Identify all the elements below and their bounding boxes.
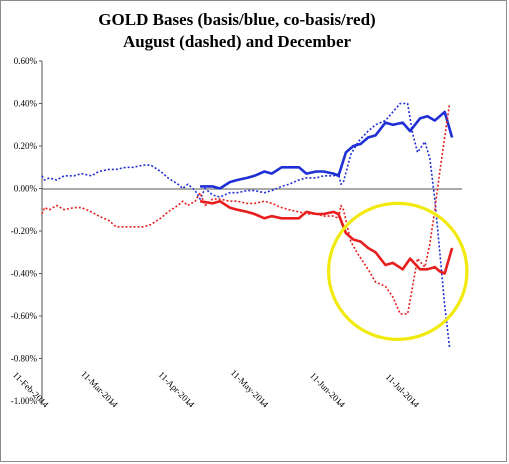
series-line-aug_basis [41, 102, 451, 348]
x-tick-label: 11-Mar-2014 [79, 369, 120, 410]
x-tick-label: 11-Jul-2014 [384, 372, 422, 410]
y-tick-label: 0.20% [14, 141, 38, 151]
x-axis-ticks: 11-Feb-2014 11-Mar-2014 11-Apr-2014 11-May-… [11, 368, 422, 410]
highlight-ellipse [326, 201, 469, 341]
y-tick-label: -0.80% [11, 354, 38, 364]
y-tick-label: 0.00% [14, 184, 38, 194]
y-tick-label: -1.00% [11, 396, 38, 406]
y-tick-label: 0.40% [14, 99, 38, 109]
y-tick-label: -0.20% [11, 226, 38, 236]
series-line-dec_basis [200, 110, 454, 190]
chart-title: GOLD Bases (basis/blue, co-basis/red) [98, 10, 375, 29]
x-tick-label: 11-Jun-2014 [308, 370, 347, 409]
series-line-dec_cobasis [199, 199, 454, 275]
series-layer [41, 102, 454, 348]
x-tick-label: 11-May-2014 [229, 368, 271, 410]
x-tick-label: 11-Apr-2014 [156, 369, 196, 409]
y-tick-label: -0.40% [11, 269, 38, 279]
y-tick-label: -0.60% [11, 311, 38, 321]
y-axis-ticks: 0.60% 0.40% 0.20% 0.00% -0.20% -0.40% -0.60% -0… [11, 56, 42, 406]
y-tick-label: 0.60% [14, 56, 38, 66]
chart-subtitle: August (dashed) and December [123, 32, 352, 51]
series-line-aug_cobasis [41, 103, 451, 315]
annotation-layer [326, 201, 469, 341]
